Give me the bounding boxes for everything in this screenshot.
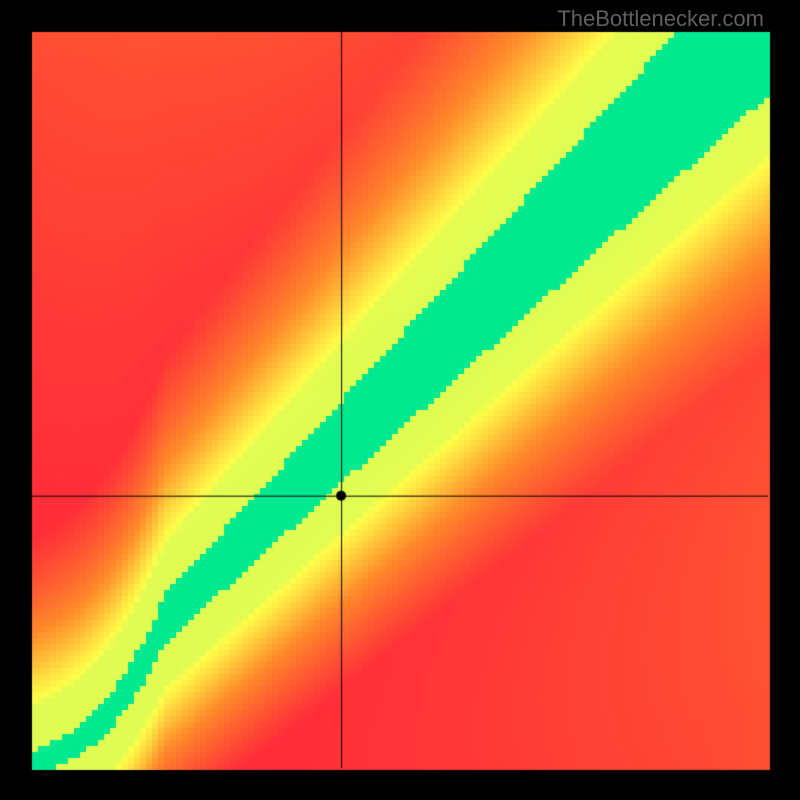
chart-container: TheBottlenecker.com [0,0,800,800]
bottleneck-heatmap [0,0,800,800]
watermark-text: TheBottlenecker.com [557,6,764,32]
